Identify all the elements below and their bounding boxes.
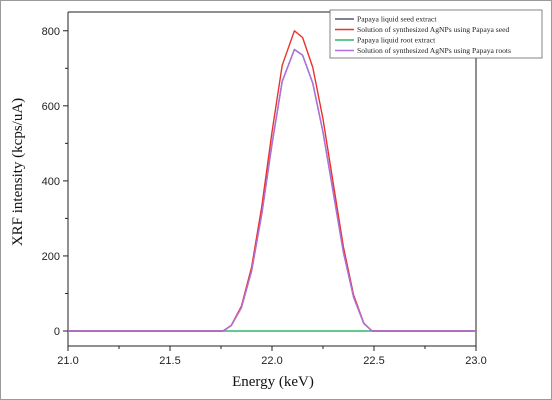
series-line-2: [68, 30, 476, 332]
y-tick-label: 800: [42, 26, 60, 38]
series-layer: [68, 30, 476, 332]
legend-label-3: Papaya liquid root extract: [357, 36, 436, 45]
legend-label-1: Papaya liquid seed extract: [357, 15, 437, 24]
x-tick-label: 21.5: [159, 355, 180, 367]
legend-label-2: Solution of synthesized AgNPs using Papa…: [357, 25, 509, 34]
legend-box: [329, 9, 543, 59]
x-tick-label: 23.0: [465, 355, 486, 367]
x-tick-label: 21.0: [57, 355, 78, 367]
y-axis-title: XRF intensity (kcps/uA): [10, 98, 26, 246]
series-line-1: [68, 48, 476, 332]
y-tick-label: 200: [42, 251, 60, 263]
axes: 21.0 21.5 22.0 22.5 23.0 0 200 400 600 800: [42, 11, 487, 367]
x-axis-title: Energy (keV): [232, 374, 314, 390]
series-line-4: [68, 48, 476, 332]
legend-label-4: Solution of synthesized AgNPs using Papa…: [357, 46, 511, 55]
y-tick-label: 400: [42, 176, 60, 188]
y-tick-label: 600: [42, 101, 60, 113]
x-tick-label: 22.0: [261, 355, 282, 367]
y-tick-label: 0: [54, 326, 60, 338]
x-tick-label: 22.5: [363, 355, 384, 367]
